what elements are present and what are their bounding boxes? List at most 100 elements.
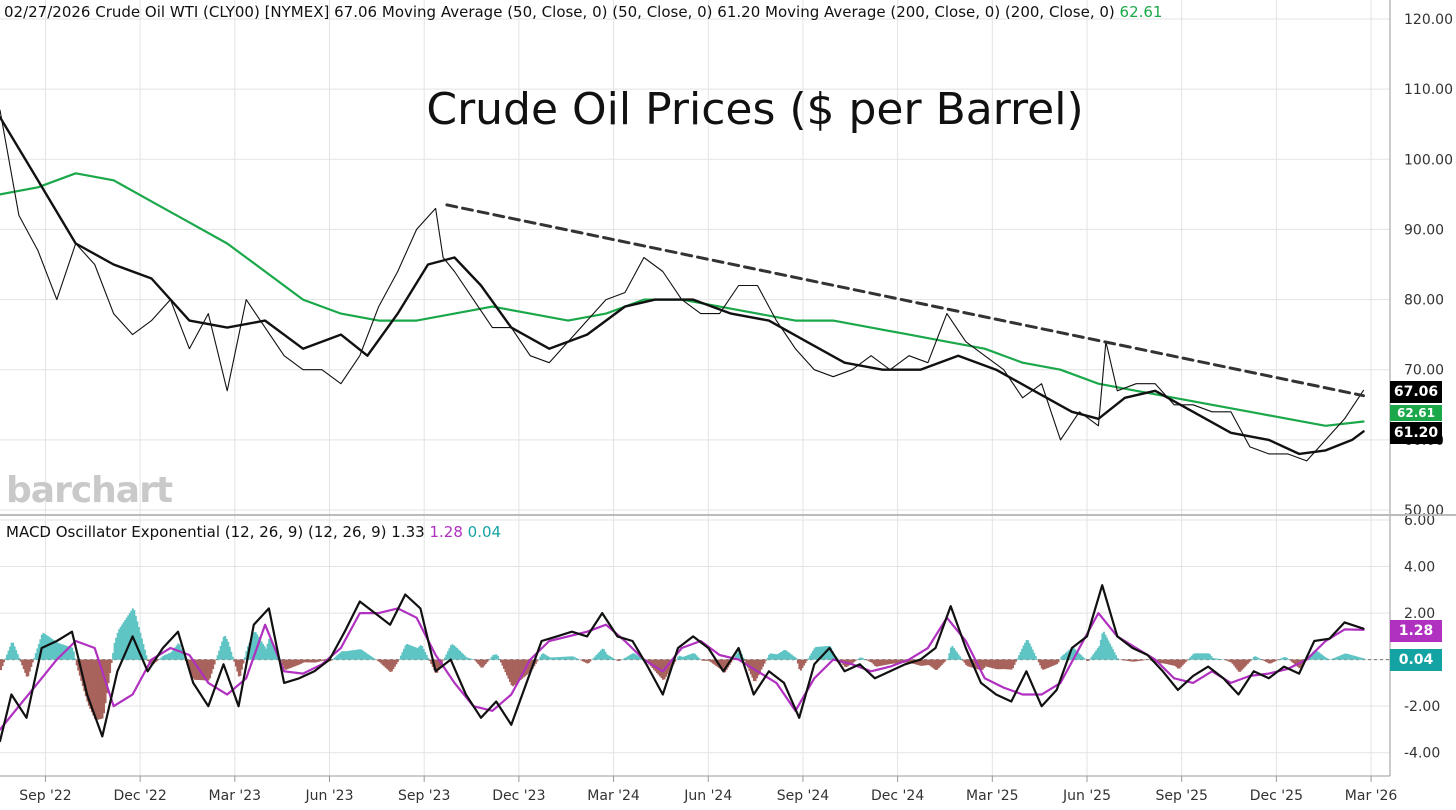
x-tick-label: Sep '22	[19, 788, 72, 804]
macd-hist-bar	[274, 648, 277, 660]
macd-hist-bar	[360, 649, 363, 660]
macd-hist-bar	[1268, 659, 1271, 664]
macd-hist-bar	[925, 659, 928, 666]
macd-hist-bar	[262, 643, 265, 660]
macd-hist-bar	[927, 659, 930, 665]
macd-hist-bar	[852, 659, 855, 663]
macd-hist-bar	[348, 650, 351, 660]
macd-hist-bar	[422, 649, 425, 660]
macd-hist-bar	[1293, 659, 1296, 665]
macd-hist-bar	[506, 659, 509, 676]
ma50-line	[0, 115, 1365, 456]
macd-hist-bar	[310, 659, 313, 663]
macd-hist-bar	[1327, 658, 1330, 660]
macd-hist-bar	[1237, 659, 1240, 672]
macd-hist-bar	[187, 659, 190, 670]
macd-hist-bar	[1160, 659, 1163, 664]
macd-hist-bar	[1077, 652, 1080, 660]
macd-hist-bar	[898, 659, 901, 664]
macd-hist-bar	[868, 659, 871, 662]
macd-hist-bar	[631, 653, 634, 660]
macd-hist-bar	[1339, 655, 1342, 660]
macd-hist-bar	[112, 652, 115, 660]
macd-hist-bar	[402, 648, 405, 660]
macd-header-signal: 1.28	[429, 523, 463, 541]
macd-hist-bar	[319, 659, 322, 662]
macd-hist-bar	[804, 659, 807, 664]
macd-hist-bar	[851, 659, 854, 664]
macd-hist-bar	[936, 659, 939, 670]
macd-hist-bar	[1281, 657, 1284, 660]
macd-hist-bar	[284, 659, 287, 670]
macd-hist-bar	[698, 658, 701, 660]
macd-hist-bar	[36, 648, 39, 660]
macd-hist-bar	[169, 652, 172, 660]
macd-hist-bar	[1158, 659, 1161, 664]
macd-hist-bar	[259, 639, 262, 660]
macd-hist-bar	[1169, 659, 1172, 665]
x-tick-label: Dec '22	[114, 788, 167, 804]
macd-hist-bar	[203, 659, 206, 681]
macd-hist-bar	[401, 652, 404, 660]
macd-hist-bar	[377, 659, 380, 662]
macd-hist-bar	[210, 659, 213, 674]
macd-hist-bar	[1358, 657, 1361, 660]
macd-hist-bar	[412, 646, 415, 660]
macd-hist-bar	[84, 659, 87, 697]
macd-hist-bar	[880, 659, 883, 666]
macd-hist-bar	[774, 654, 777, 660]
macd-hist-bar	[772, 653, 775, 660]
macd-hist-bar	[1178, 659, 1181, 669]
macd-hist-bar	[1005, 659, 1008, 670]
macd-hist-bar	[799, 659, 802, 671]
macd-hist-bar	[1201, 653, 1204, 660]
macd-hist-bar	[607, 655, 610, 660]
macd-hist-bar	[554, 657, 557, 660]
macd-hist-bar	[746, 659, 749, 668]
macd-hist-bar	[369, 655, 372, 660]
macd-hist-bar	[1184, 659, 1187, 663]
macd-hist-bar	[287, 659, 290, 669]
macd-hist-bar	[293, 659, 296, 667]
macd-hist-bar	[669, 659, 672, 670]
macd-hist-bar	[527, 659, 530, 674]
x-tick-label: Sep '23	[398, 788, 451, 804]
macd-hist-bar	[446, 651, 449, 660]
macd-hist-bar	[1196, 653, 1199, 660]
macd-hist-bar	[828, 645, 831, 660]
ma200-badge: 62.61	[1390, 405, 1442, 421]
macd-hist-bar	[133, 610, 136, 660]
macd-hist-bar	[251, 635, 254, 660]
macd-hist-bar	[1315, 650, 1318, 660]
macd-hist-bar	[1030, 646, 1033, 660]
price-y-tick: 70.00	[1404, 363, 1444, 379]
macd-hist-bar	[942, 659, 945, 664]
macd-hist-bar	[83, 659, 86, 692]
macd-hist-bar	[563, 656, 566, 660]
macd-hist-bar	[442, 659, 445, 661]
macd-hist-bar	[1127, 659, 1130, 661]
macd-hist-bar	[830, 647, 833, 660]
macd-hist-bar	[539, 656, 542, 660]
macd-hist-bar	[392, 659, 395, 670]
macd-hist-bar	[307, 659, 310, 663]
macd-hist-bar	[636, 655, 639, 660]
macd-hist-bar	[1261, 659, 1264, 661]
macd-hist-bar	[445, 654, 448, 660]
macd-hist-bar	[462, 653, 465, 660]
macd-hist-bar	[943, 659, 946, 662]
macd-hist-bar	[999, 659, 1002, 670]
macd-hist-bar	[333, 657, 336, 660]
macd-hist-bar	[299, 659, 302, 664]
macd-hist-bar	[12, 642, 15, 660]
macd-hist-bar	[421, 646, 424, 660]
macd-hist-bar	[471, 659, 474, 660]
macd-hist-bar	[1204, 653, 1207, 660]
macd-hist-bar	[10, 642, 13, 660]
macd-hist-bar	[330, 659, 333, 661]
macd-hist-bar	[1098, 646, 1101, 660]
macd-hist-bar	[757, 659, 760, 676]
macd-hist-bar	[722, 659, 725, 673]
macd-hist-bar	[987, 659, 990, 668]
macd-hist-bar	[795, 658, 798, 660]
